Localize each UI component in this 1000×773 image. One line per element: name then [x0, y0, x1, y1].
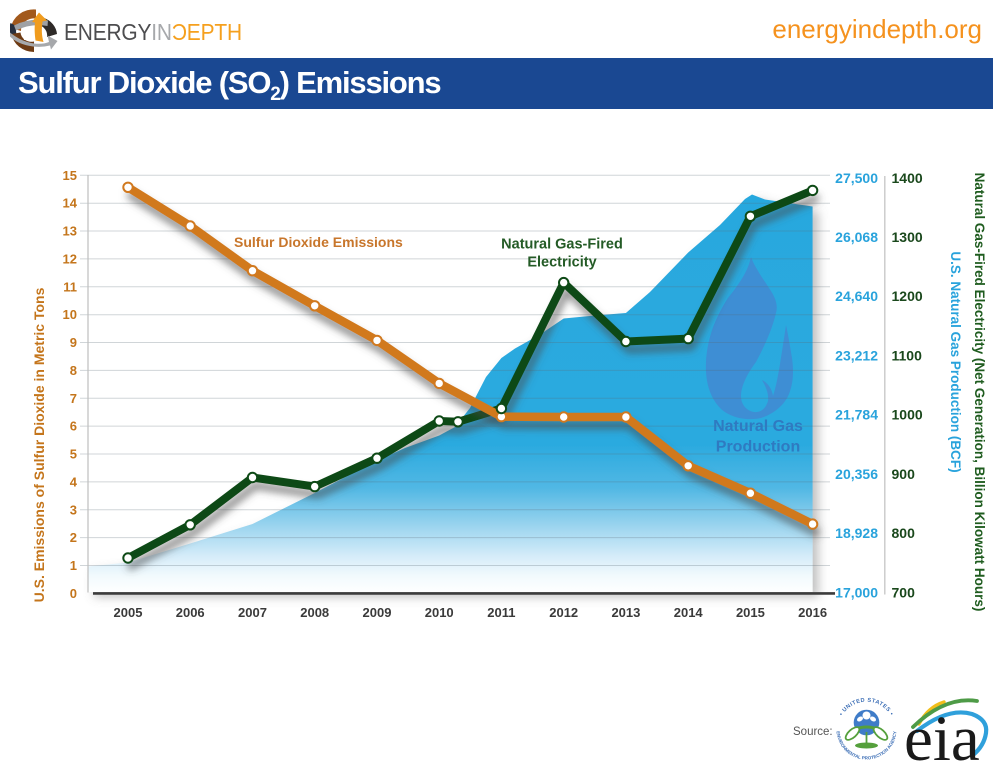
svg-text:7: 7 [70, 391, 77, 406]
svg-text:2011: 2011 [487, 605, 515, 620]
svg-text:27,500: 27,500 [835, 170, 878, 186]
svg-text:2: 2 [70, 530, 77, 545]
svg-text:1: 1 [70, 558, 77, 573]
svg-text:20,356: 20,356 [835, 466, 878, 482]
svg-text:1100: 1100 [892, 348, 923, 364]
svg-text:1000: 1000 [892, 407, 923, 423]
svg-text:Natural Gas-Fired Electricity: Natural Gas-Fired Electricity (Net Gener… [972, 173, 987, 612]
svg-text:15: 15 [63, 168, 77, 183]
svg-text:1300: 1300 [892, 229, 923, 245]
svg-text:2010: 2010 [425, 605, 454, 620]
svg-text:21,784: 21,784 [835, 407, 878, 423]
svg-text:24,640: 24,640 [835, 288, 878, 304]
svg-text:2007: 2007 [238, 605, 267, 620]
svg-text:0: 0 [70, 586, 77, 601]
svg-text:eia: eia [904, 703, 980, 773]
svg-text:2006: 2006 [176, 605, 205, 620]
svg-text:2005: 2005 [114, 605, 143, 620]
svg-text:11: 11 [63, 279, 77, 294]
svg-text:Natural Gas: Natural Gas [713, 418, 803, 435]
svg-text:1400: 1400 [892, 170, 923, 186]
svg-text:Source:: Source: [793, 726, 833, 738]
svg-text:13: 13 [63, 224, 77, 239]
svg-text:12: 12 [63, 251, 77, 266]
svg-text:18,928: 18,928 [835, 525, 878, 541]
svg-text:2013: 2013 [611, 605, 640, 620]
svg-text:10: 10 [63, 307, 77, 322]
svg-text:9: 9 [70, 335, 77, 350]
svg-text:23,212: 23,212 [835, 348, 878, 364]
svg-text:3: 3 [70, 502, 77, 517]
svg-text:Natural Gas-Fired: Natural Gas-Fired [501, 237, 623, 253]
svg-text:1200: 1200 [892, 288, 923, 304]
svg-text:2012: 2012 [549, 605, 578, 620]
svg-text:6: 6 [70, 419, 77, 434]
svg-text:U.S. Emissions of Sulfur Dioxi: U.S. Emissions of Sulfur Dioxide in Metr… [31, 287, 47, 602]
svg-text:26,068: 26,068 [835, 229, 878, 245]
svg-text:Sulfur Dioxide Emissions: Sulfur Dioxide Emissions [234, 234, 403, 250]
svg-text:Production: Production [716, 439, 800, 456]
svg-text:2008: 2008 [300, 605, 329, 620]
svg-text:4: 4 [70, 474, 78, 489]
svg-text:700: 700 [892, 584, 916, 600]
svg-text:800: 800 [892, 525, 916, 541]
svg-text:8: 8 [70, 363, 77, 378]
svg-text:2009: 2009 [363, 605, 392, 620]
svg-text:Electricity: Electricity [527, 255, 596, 271]
svg-text:2015: 2015 [736, 605, 765, 620]
svg-text:17,000: 17,000 [835, 584, 878, 600]
svg-text:U.S. Natural Gas Production (B: U.S. Natural Gas Production (BCF) [948, 251, 963, 472]
svg-text:2014: 2014 [674, 605, 704, 620]
svg-text:5: 5 [70, 447, 77, 462]
svg-text:2016: 2016 [798, 605, 827, 620]
svg-text:14: 14 [63, 196, 78, 211]
svg-text:900: 900 [892, 466, 916, 482]
